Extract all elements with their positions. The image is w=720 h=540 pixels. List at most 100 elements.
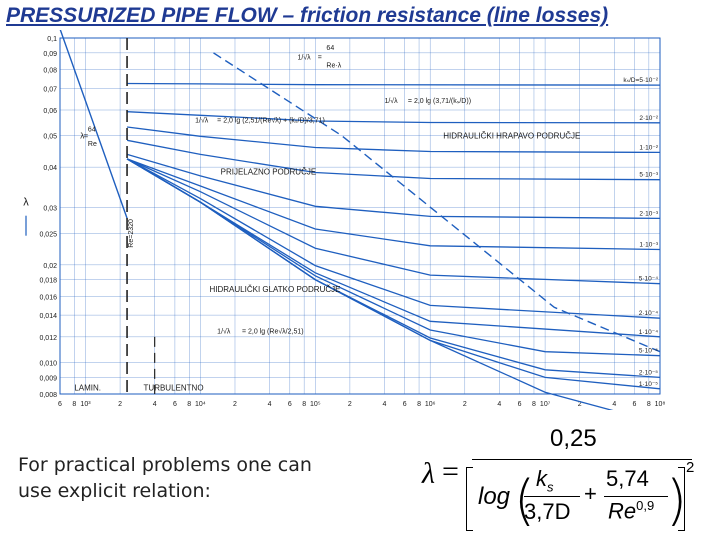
- formula-lambda: λ: [422, 457, 435, 490]
- formula-re-letters: Re: [608, 498, 637, 524]
- chart-series: [59, 30, 661, 410]
- chart-tick-labels: 0,1 0,09 0,08 0,07 0,06 0,05 0,04 0,03 0,025 0,02…: [23, 36, 666, 408]
- explicit-friction-formula: λ = 0,25 2 log ( ks 3,7D + 5,74 Re0,9 ): [420, 425, 705, 535]
- roughness-label-10: 2·10⁻⁵: [639, 369, 658, 376]
- formula-ks-letter: k: [536, 466, 547, 491]
- x-tick-label-0: 6: [58, 401, 62, 408]
- x-tick-label-9: 4: [268, 401, 272, 408]
- x-tick-label-3: 2: [118, 401, 122, 408]
- chart-grid: [59, 37, 661, 395]
- y-tick-label-3: 0,07: [43, 86, 57, 93]
- x-tick-label-25: 6: [633, 401, 637, 408]
- formula-plus: +: [584, 481, 597, 506]
- y-axis-label: λ: [23, 197, 29, 209]
- roughness-label-7: 2·10⁻⁴: [639, 310, 658, 317]
- roughness-curve-0: [127, 82, 661, 86]
- roughness-curve-11: [126, 158, 661, 390]
- moody-chart: 0,1 0,09 0,08 0,07 0,06 0,05 0,04 0,03 0,025 0,02…: [23, 30, 666, 410]
- y-tick-label-10: 0,018: [39, 278, 57, 285]
- label-critical-re: Re=2320: [128, 219, 135, 248]
- label-transition: PRIJELAZNO PODRUČJE: [221, 167, 317, 176]
- eq-transition-lhs: 1/√λ: [195, 116, 209, 124]
- formula-power: 2: [686, 459, 695, 476]
- x-tick-label-20: 6: [518, 401, 522, 408]
- formula-left-bracket: [466, 467, 473, 531]
- y-tick-label-5: 0,05: [43, 134, 57, 141]
- x-tick-label-11: 8: [302, 401, 306, 408]
- formula-re-bar: [604, 496, 668, 497]
- x-tick-label-19: 4: [497, 401, 501, 408]
- x-tick-label-14: 4: [383, 401, 387, 408]
- y-tick-label-14: 0,010: [39, 361, 57, 368]
- formula-c-term: 5,74: [606, 466, 649, 491]
- formula-ks: ks: [536, 466, 554, 494]
- eq-top-lhs: 1/√λ: [297, 53, 311, 61]
- y-tick-label-0: 0,1: [47, 36, 57, 43]
- formula-ks-subscript: s: [547, 479, 554, 495]
- roughness-curve-3: [126, 139, 661, 181]
- x-tick-label-21: 8: [532, 401, 536, 408]
- x-tick-label-12: 10⁵: [310, 401, 321, 408]
- roughness-curve-4: [126, 153, 661, 220]
- x-tick-label-22: 10⁷: [540, 401, 551, 408]
- roughness-label-9: 5·10⁻⁵: [639, 348, 658, 355]
- x-tick-label-13: 2: [348, 401, 352, 408]
- y-tick-label-11: 0,016: [39, 294, 57, 301]
- y-tick-label-7: 0,03: [43, 206, 57, 213]
- formula-d-term: 3,7D: [524, 499, 571, 524]
- plot-frame: [59, 37, 661, 395]
- roughness-label-6: 5·10⁻⁴: [639, 276, 658, 283]
- formula-ks-bar: [524, 496, 580, 497]
- label-hydraulically-smooth: HIDRAULIČKI GLATKO PODRUČJE: [209, 285, 340, 294]
- x-tick-label-18: 2: [463, 401, 467, 408]
- roughness-curve-5: [126, 158, 661, 251]
- eq-laminar-den: Re: [88, 141, 97, 148]
- eq-top-den: Re·λ: [326, 63, 341, 70]
- x-tick-label-1: 8: [72, 401, 76, 408]
- roughness-curve-2: [127, 126, 661, 154]
- formula-equals: =: [442, 455, 459, 488]
- laminar-line: [59, 30, 128, 219]
- formula-reynolds: Re0,9: [608, 498, 654, 524]
- x-tick-label-2: 10³: [80, 401, 91, 408]
- x-tick-label-15: 6: [403, 401, 407, 408]
- roughness-curve-1: [127, 111, 661, 124]
- roughness-curve-10: [126, 158, 661, 379]
- x-tick-label-16: 8: [417, 401, 421, 408]
- roughness-label-4: 2·10⁻³: [639, 210, 658, 217]
- practical-note-line-2: use explicit relation:: [18, 480, 211, 502]
- y-tick-label-4: 0,06: [43, 108, 57, 115]
- formula-right-paren: ): [666, 469, 688, 532]
- roughness-curve-6: [126, 158, 661, 285]
- eq-rough-rhs: = 2,0 lg (3,71/(kₛ/D)): [408, 98, 471, 105]
- x-tick-label-5: 6: [173, 401, 177, 408]
- x-tick-label-24: 4: [612, 401, 616, 408]
- roughness-curve-12: [126, 158, 614, 410]
- label-hydraulically-rough: HIDRAULIČKI HRAPAVO PODRUČJE: [443, 132, 580, 141]
- label-turbulent: TURBULENTNO: [144, 384, 204, 393]
- y-tick-label-13: 0,012: [39, 335, 57, 342]
- formula-right-bracket: [678, 467, 685, 531]
- y-tick-label-1: 0,09: [43, 51, 57, 58]
- eq-laminar-lambda: λ: [80, 132, 84, 141]
- eq-smooth-rhs: = 2,0 lg (Re√λ/2,51): [242, 327, 304, 335]
- eq-transition-rhs: = 2,0 lg (2,51/(Re√λ) + (kₛ/D)/3,71): [217, 116, 325, 124]
- roughness-label-1: 2·10⁻²: [639, 115, 658, 122]
- roughness-label-0: kₛ/D=5·10⁻²: [623, 77, 658, 84]
- x-tick-label-7: 10⁴: [195, 401, 206, 408]
- formula-left-paren: (: [514, 469, 536, 532]
- y-tick-label-15: 0,009: [39, 375, 57, 382]
- y-tick-label-12: 0,014: [39, 313, 57, 320]
- rough-boundary-line: [213, 52, 661, 353]
- practical-note: For practical problems one can use expli…: [18, 452, 408, 504]
- practical-note-line-1: For practical problems one can: [18, 454, 312, 476]
- roughness-label-3: 5·10⁻³: [639, 172, 658, 179]
- y-tick-label-16: 0,008: [39, 392, 57, 399]
- slide-title: PRESSURIZED PIPE FLOW – friction resista…: [6, 4, 609, 27]
- formula-re-exponent: 0,9: [636, 498, 655, 513]
- roughness-curve-7: [126, 158, 661, 319]
- formula-log: log: [478, 483, 511, 510]
- roughness-label-5: 1·10⁻³: [639, 242, 658, 249]
- x-tick-label-10: 6: [288, 401, 292, 408]
- x-tick-label-27: 10⁸: [655, 401, 666, 408]
